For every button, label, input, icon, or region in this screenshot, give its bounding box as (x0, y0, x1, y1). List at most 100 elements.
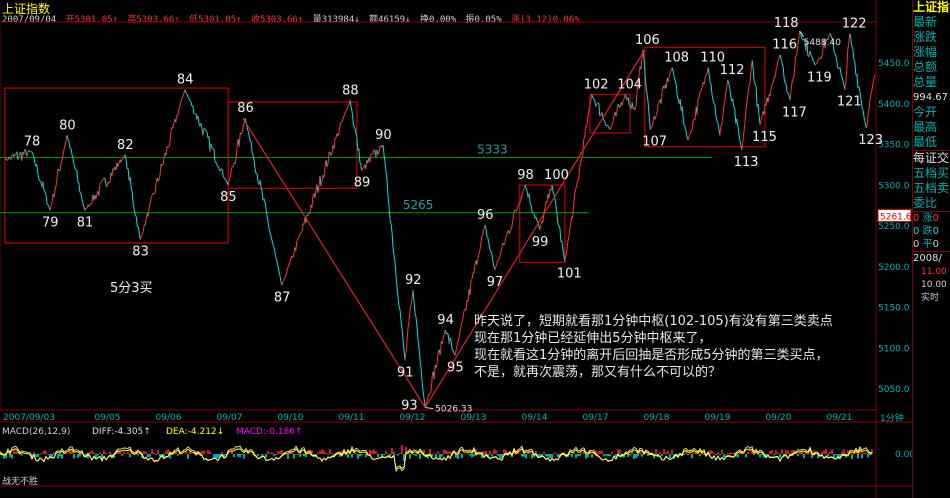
price-segment (149, 197, 152, 204)
price-segment (598, 103, 601, 117)
pivot-label: 106 (635, 33, 660, 48)
price-segment (813, 61, 816, 66)
price-segment (334, 137, 337, 139)
price-segment (74, 168, 77, 171)
price-segment (635, 91, 638, 106)
price-segment (206, 132, 209, 139)
price-segment (738, 132, 741, 140)
price-segment (835, 56, 838, 64)
price-segment (415, 317, 418, 328)
price-chart[interactable]: 5050.0 5100.0 5150.0 5200.0 5250.0 5300.0 5350… (0, 0, 912, 498)
price-segment (496, 260, 499, 264)
high-extreme-leader (799, 30, 805, 38)
stat-value: 0 (913, 226, 920, 237)
price-segment (49, 206, 52, 211)
price-segment (26, 152, 29, 157)
price-segment (525, 188, 528, 192)
price-segment (732, 98, 735, 107)
price-segment (377, 152, 380, 155)
price-segment (715, 115, 718, 122)
price-segment (698, 91, 701, 98)
price-segment (24, 148, 27, 151)
price-segment (210, 143, 213, 149)
price-segment (419, 360, 422, 369)
price-segment (21, 151, 24, 161)
period-label[interactable]: 1分钟 (880, 412, 904, 424)
price-segment (60, 159, 63, 164)
price-segment (405, 341, 408, 353)
price-segment (573, 193, 576, 204)
price-segment (742, 132, 745, 143)
price-segment (667, 76, 670, 82)
price-segment (228, 177, 231, 181)
price-segment (7, 156, 10, 161)
trend-line (242, 117, 426, 408)
price-segment (559, 228, 562, 242)
y-tick-label: 5350.0 (878, 141, 910, 151)
price-segment (555, 205, 558, 214)
stat-value: 0 (913, 239, 920, 250)
price-segment (55, 177, 58, 186)
price-segment (561, 240, 564, 249)
price-segment (288, 262, 291, 266)
price-segment (587, 110, 590, 118)
pivot-label: 88 (342, 83, 359, 98)
quote-volume: 量313984↓ (312, 15, 360, 25)
price-segment (283, 277, 286, 280)
price-segment (435, 362, 438, 368)
price-segment (263, 198, 266, 202)
price-segment (679, 98, 682, 111)
price-segment (612, 115, 615, 122)
price-segment (593, 98, 596, 102)
price-segment (417, 340, 420, 349)
price-segment (724, 92, 727, 103)
price-segment (422, 391, 425, 400)
side-label: 五档卖 (913, 181, 950, 195)
price-segment (745, 101, 748, 111)
price-segment (442, 334, 445, 338)
price-segment (851, 45, 854, 50)
pivot-label: 92 (405, 273, 422, 288)
price-segment (277, 265, 280, 271)
price-segment (391, 232, 394, 249)
x-tick-label: 09/14 (522, 413, 548, 423)
price-segment (8, 156, 11, 159)
price-segment (654, 114, 657, 120)
price-segment (794, 55, 797, 67)
price-segment (221, 168, 224, 176)
price-segment (485, 228, 488, 237)
price-segment (230, 166, 233, 173)
price-segment (691, 120, 694, 130)
macd-value: MACD:-0.186↑ (236, 427, 303, 437)
realtime-tab[interactable]: 实时 (921, 293, 940, 303)
price-segment (425, 401, 428, 405)
macd-label: MACD(26,12,9) (2, 427, 70, 437)
price-segment (518, 201, 521, 205)
price-segment (649, 127, 652, 130)
price-segment (722, 106, 725, 118)
pivot-label: 82 (117, 138, 134, 153)
price-segment (346, 106, 349, 109)
price-segment (502, 242, 504, 245)
side-label: 总量 (913, 75, 938, 89)
pivot-label: 96 (477, 208, 494, 223)
price-segment (372, 149, 375, 154)
price-segment (384, 162, 387, 173)
price-segment (638, 66, 641, 77)
price-segment (351, 111, 354, 121)
price-segment (806, 40, 809, 56)
price-segment (528, 193, 531, 203)
price-segment (486, 236, 489, 239)
pivot-label: 85 (220, 190, 237, 205)
price-segment (636, 81, 639, 92)
price-segment (647, 102, 650, 117)
price-segment (779, 54, 782, 60)
price-segment (95, 194, 98, 200)
y-tick-label: 5400.0 (878, 100, 910, 110)
price-segment (508, 230, 511, 234)
pivot-label: 107 (642, 135, 667, 150)
price-segment (473, 264, 476, 274)
price-segment (458, 330, 461, 339)
price-segment (213, 148, 216, 162)
price-segment (671, 67, 674, 72)
